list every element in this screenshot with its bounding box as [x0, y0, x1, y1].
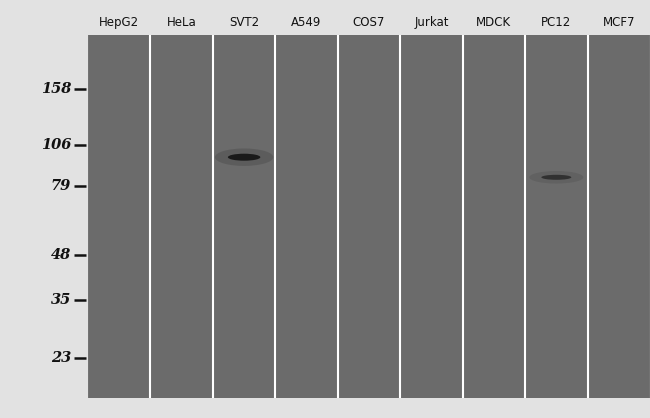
Ellipse shape [529, 171, 583, 184]
Text: 48: 48 [51, 248, 71, 263]
Text: MCF7: MCF7 [603, 16, 635, 29]
Ellipse shape [215, 148, 274, 166]
Text: 79: 79 [51, 179, 71, 193]
Text: A549: A549 [291, 16, 322, 29]
Text: HeLa: HeLa [167, 16, 196, 29]
Bar [151, 35, 212, 398]
Text: MDCK: MDCK [476, 16, 512, 29]
Ellipse shape [228, 154, 261, 161]
Bar [89, 35, 150, 398]
Text: 35: 35 [51, 293, 71, 306]
Bar [401, 35, 462, 398]
Text: Jurkat: Jurkat [414, 16, 448, 29]
Text: PC12: PC12 [541, 16, 571, 29]
Bar [339, 35, 399, 398]
Bar [276, 35, 337, 398]
Text: 158: 158 [40, 82, 71, 96]
Text: 23: 23 [51, 351, 71, 365]
Ellipse shape [541, 175, 571, 180]
Text: COS7: COS7 [353, 16, 385, 29]
Bar [588, 35, 649, 398]
Bar [88, 35, 650, 398]
Bar [214, 35, 274, 398]
Text: 106: 106 [40, 138, 71, 152]
Text: HepG2: HepG2 [99, 16, 139, 29]
Text: SVT2: SVT2 [229, 16, 259, 29]
Bar [526, 35, 586, 398]
Bar [463, 35, 524, 398]
